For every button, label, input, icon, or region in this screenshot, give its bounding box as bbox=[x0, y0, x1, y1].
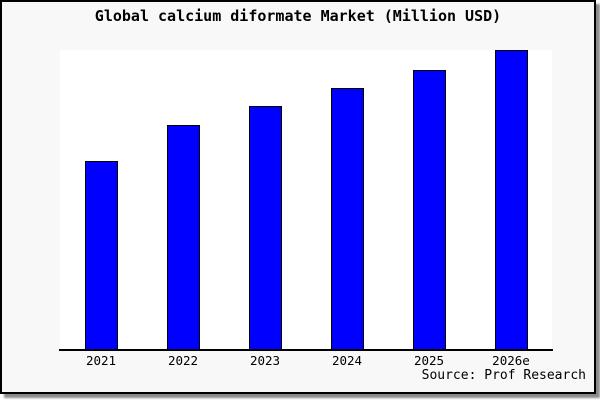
x-tick-label-2022: 2022 bbox=[167, 353, 199, 368]
chart-title: Global calcium diformate Market (Million… bbox=[94, 7, 502, 25]
x-axis-line bbox=[59, 349, 553, 351]
bar-2024 bbox=[330, 88, 364, 350]
chart-card: Global calcium diformate Market (Million… bbox=[0, 0, 596, 394]
plot-area bbox=[60, 50, 552, 350]
x-tick-label-2024: 2024 bbox=[331, 353, 363, 368]
x-tick-label-2025: 2025 bbox=[413, 353, 445, 368]
bar-slot-2024 bbox=[306, 50, 388, 350]
bar-slot-2023 bbox=[224, 50, 306, 350]
bar-2021 bbox=[84, 161, 118, 350]
bar-2025 bbox=[412, 70, 446, 350]
bar-slot-2025 bbox=[388, 50, 470, 350]
bar-2022 bbox=[166, 125, 200, 350]
x-tick-label-2023: 2023 bbox=[249, 353, 281, 368]
bar-slot-2022 bbox=[142, 50, 224, 350]
bar-2023 bbox=[248, 106, 282, 350]
x-tick-label-2021: 2021 bbox=[85, 353, 117, 368]
bar-slot-2021 bbox=[60, 50, 142, 350]
x-tick-label-2026e: 2026e bbox=[492, 353, 530, 368]
x-axis-labels: 2021 2022 2023 2024 2025 2026e bbox=[60, 353, 552, 368]
bar-slot-2026e bbox=[470, 50, 552, 350]
source-attribution: Source: Prof Research bbox=[421, 368, 586, 383]
bar-2026e bbox=[494, 50, 528, 350]
